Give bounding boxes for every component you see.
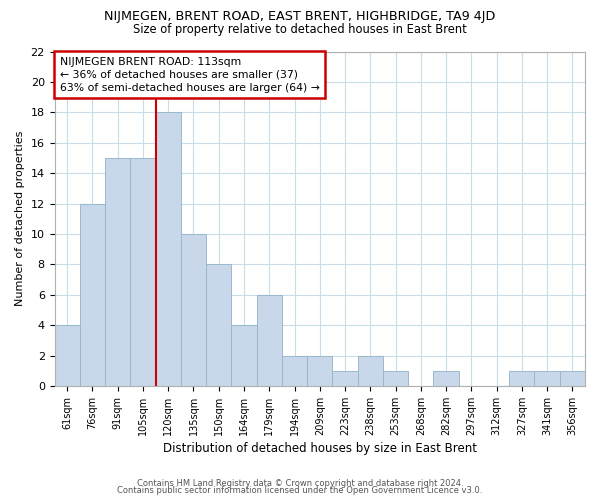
Text: Size of property relative to detached houses in East Brent: Size of property relative to detached ho… [133,22,467,36]
Bar [433,371,458,386]
Text: Contains HM Land Registry data © Crown copyright and database right 2024.: Contains HM Land Registry data © Crown c… [137,478,463,488]
Bar [155,112,181,386]
Bar [535,371,560,386]
Bar [383,371,408,386]
Bar [206,264,232,386]
Bar [509,371,535,386]
Text: NIJMEGEN BRENT ROAD: 113sqm
← 36% of detached houses are smaller (37)
63% of sem: NIJMEGEN BRENT ROAD: 113sqm ← 36% of det… [60,56,320,93]
Bar [80,204,105,386]
Bar [257,294,282,386]
Bar [560,371,585,386]
Bar [232,325,257,386]
Bar [282,356,307,386]
Bar [307,356,332,386]
Bar [181,234,206,386]
Bar [332,371,358,386]
Bar [358,356,383,386]
Text: Contains public sector information licensed under the Open Government Licence v3: Contains public sector information licen… [118,486,482,495]
Text: NIJMEGEN, BRENT ROAD, EAST BRENT, HIGHBRIDGE, TA9 4JD: NIJMEGEN, BRENT ROAD, EAST BRENT, HIGHBR… [104,10,496,23]
Bar [130,158,155,386]
X-axis label: Distribution of detached houses by size in East Brent: Distribution of detached houses by size … [163,442,477,455]
Y-axis label: Number of detached properties: Number of detached properties [15,131,25,306]
Bar [105,158,130,386]
Bar [55,325,80,386]
